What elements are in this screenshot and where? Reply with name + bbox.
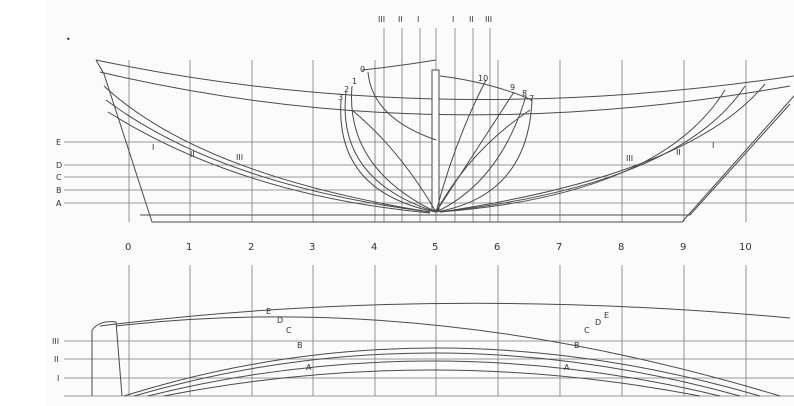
section-0 — [367, 71, 437, 141]
body-buttock-labels: III II I I II III — [378, 15, 492, 24]
stern-profile — [95, 59, 153, 223]
hb-waterline-b — [147, 360, 721, 397]
section-9 — [435, 91, 515, 213]
profile-buttock-label: I — [152, 143, 154, 152]
hb-waterline-label: B — [297, 341, 303, 350]
body-buttock-label: I — [417, 15, 419, 24]
section-7 — [435, 99, 533, 213]
hb-waterline-c — [133, 352, 741, 397]
section-top-fwd — [439, 75, 533, 101]
hb-buttock-label: II — [54, 355, 59, 364]
station-label: 1 — [186, 242, 192, 253]
profile-buttock-label: I — [712, 141, 714, 150]
profile-buttock-label: III — [236, 153, 243, 162]
profile-buttock-aft-2 — [105, 99, 431, 213]
body-plan — [340, 59, 533, 213]
corner-dot: • — [66, 35, 71, 44]
hb-waterline-label: E — [266, 307, 271, 316]
hb-waterline-labels: E D C B A E D C B A — [266, 307, 609, 372]
hb-waterline-label: E — [604, 311, 609, 320]
hb-buttock-labels: III II I — [52, 337, 59, 383]
station-label: 6 — [494, 242, 500, 253]
profile-buttock-fwd-2 — [439, 85, 746, 213]
body-buttock-label: II — [469, 15, 474, 24]
hb-waterline-label: D — [277, 316, 283, 325]
section-1 — [351, 85, 437, 213]
waterline-label: A — [56, 199, 62, 208]
body-buttock-label: III — [485, 15, 492, 24]
section-2 — [344, 91, 437, 213]
hb-waterline-label: A — [306, 363, 312, 372]
hb-waterline-label: C — [286, 326, 292, 335]
station-label: 0 — [125, 242, 131, 253]
hb-waterline-label: C — [584, 326, 590, 335]
profile-buttock-labels: I II III III II I — [152, 141, 714, 163]
keel-line — [152, 95, 794, 223]
profile-waterlines — [64, 141, 794, 204]
waterline-label: C — [56, 173, 62, 182]
body-buttock-label: I — [452, 15, 454, 24]
section-8 — [435, 95, 527, 213]
section-label-fwd: 7 — [529, 94, 534, 103]
section-top-aft — [361, 59, 437, 71]
body-buttock-label: III — [378, 15, 385, 24]
waterline-label: E — [56, 138, 61, 147]
half-breadth-hull — [91, 302, 791, 397]
section-labels: 0 1 2 3 10 9 8 7 — [338, 65, 534, 103]
hb-buttock-label: III — [52, 337, 59, 346]
section-10 — [435, 79, 487, 213]
waterline-label: D — [56, 161, 62, 170]
station-label: 7 — [556, 242, 562, 253]
station-label: 3 — [309, 242, 315, 253]
hb-waterline-label: B — [574, 341, 580, 350]
hb-waterline-a — [163, 369, 701, 397]
section-3 — [340, 99, 437, 213]
hb-waterline-e — [115, 316, 781, 397]
section-label-aft: 3 — [338, 93, 343, 102]
section-label-aft: 1 — [352, 77, 357, 86]
body-buttock-label: II — [398, 15, 403, 24]
profile-buttock-fwd-3 — [439, 89, 726, 213]
waterline-label: B — [56, 186, 62, 195]
station-label: 4 — [371, 242, 377, 253]
profile-buttock-aft-1 — [103, 85, 431, 213]
section-label-aft: 2 — [344, 85, 349, 94]
station-label: 8 — [618, 242, 624, 253]
section-label-fwd: 8 — [522, 89, 527, 98]
station-label: 10 — [739, 242, 752, 253]
station-label: 9 — [680, 242, 686, 253]
hb-waterline-d — [123, 347, 761, 397]
hb-buttock-label: I — [57, 374, 59, 383]
station-label: 2 — [248, 242, 254, 253]
keel-rabbet — [140, 103, 791, 216]
section-label-fwd: 9 — [510, 83, 515, 92]
half-breadth-grid — [64, 340, 794, 397]
deck-line — [99, 302, 791, 327]
profile-buttock-label: III — [626, 154, 633, 163]
station-label: 5 — [432, 242, 438, 253]
section-label-fwd: 10 — [478, 74, 488, 83]
station-labels: 0 1 2 3 4 5 6 7 8 9 10 — [125, 242, 752, 253]
waterline-labels: E D C B A — [56, 138, 62, 208]
hb-waterline-label: D — [595, 318, 601, 327]
section-label-aft: 0 — [360, 65, 365, 74]
profile-buttock-label: II — [676, 148, 681, 157]
profile-buttock-label: II — [190, 150, 195, 159]
profile-buttock-aft-3 — [107, 111, 431, 214]
hb-waterline-label: A — [564, 363, 570, 372]
transom-plan — [91, 321, 123, 397]
